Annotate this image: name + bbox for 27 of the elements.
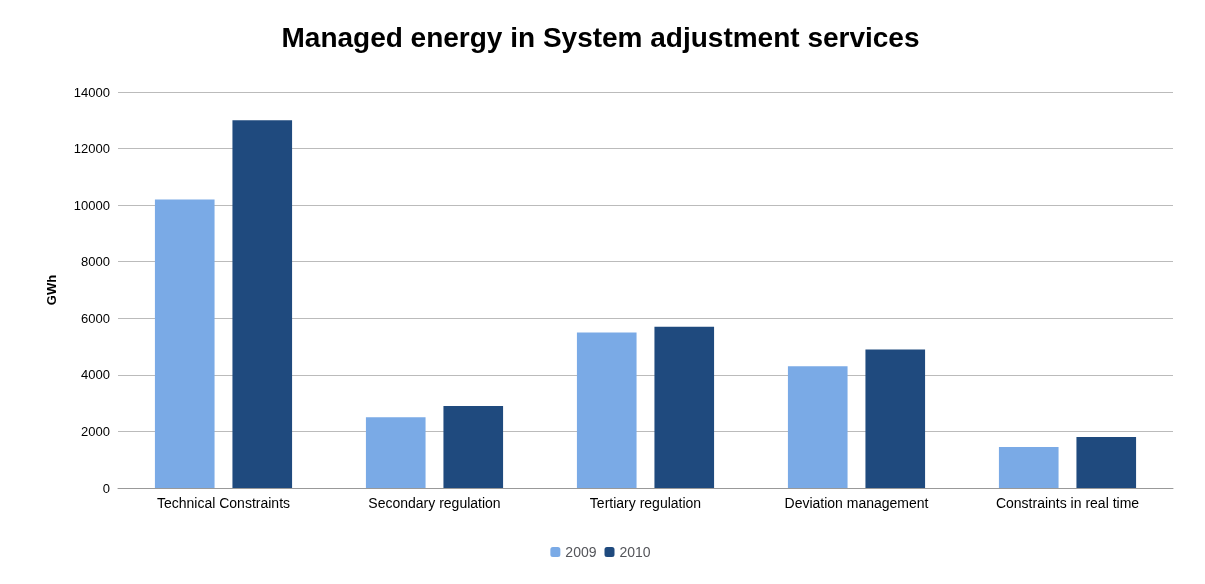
bar <box>576 332 637 488</box>
y-tick-label: 12000 <box>73 141 110 157</box>
legend-label: 2009 <box>565 544 597 560</box>
legend-label: 2010 <box>619 544 651 560</box>
x-tick-label: Tertiary regulation <box>589 495 702 511</box>
bar <box>787 366 848 488</box>
bar <box>443 405 504 488</box>
x-tick-label: Deviation management <box>784 495 929 511</box>
y-tick-label: 0 <box>102 480 110 496</box>
bar <box>865 349 926 488</box>
bar <box>154 199 215 488</box>
y-tick-label: 4000 <box>81 367 110 383</box>
chart-title: Managed energy in System adjustment services <box>281 21 920 53</box>
x-tick-label: Secondary regulation <box>368 495 501 511</box>
bar <box>998 446 1059 488</box>
y-tick-label: 10000 <box>73 197 110 213</box>
x-tick-label: Constraints in real time <box>995 495 1140 511</box>
y-axis-title: GWh <box>44 274 59 306</box>
y-tick-label: 14000 <box>73 84 110 100</box>
y-tick-label: 6000 <box>81 310 110 326</box>
bar <box>232 120 293 488</box>
bar <box>654 326 715 488</box>
x-tick-label: Technical Constraints <box>156 495 291 511</box>
y-tick-label: 2000 <box>81 423 110 439</box>
y-tick-label: 8000 <box>81 254 110 270</box>
bar <box>365 417 426 488</box>
bar <box>1076 437 1137 488</box>
